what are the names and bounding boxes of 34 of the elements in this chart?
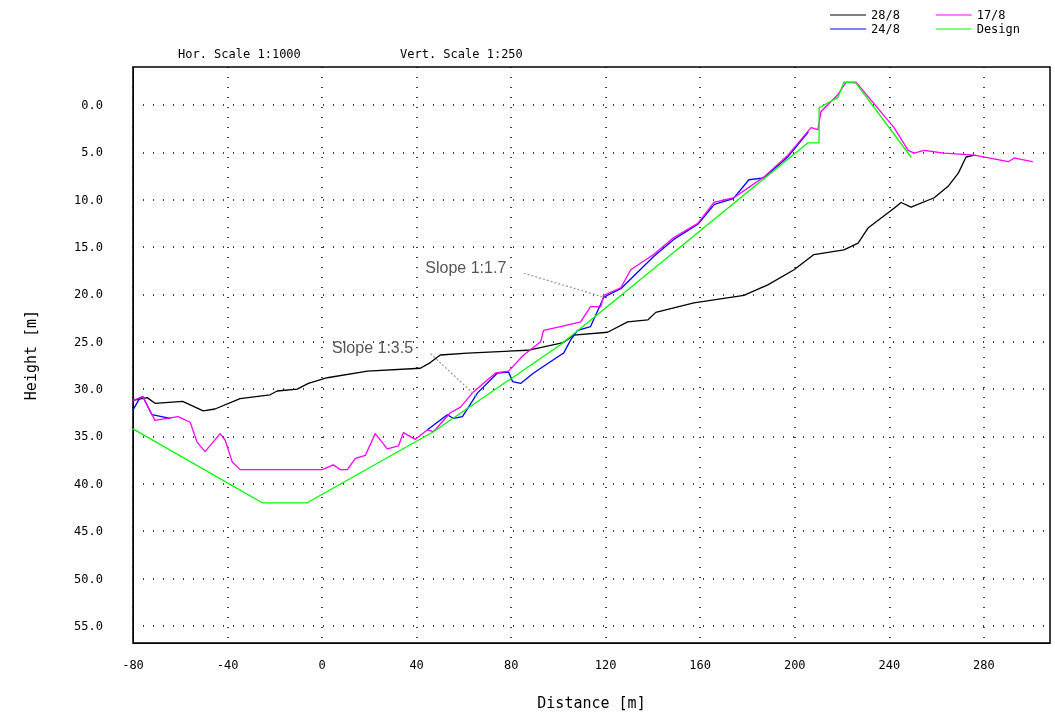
y-tick-label: 0.0 (81, 97, 103, 112)
x-tick-label: 40 (409, 658, 424, 672)
legend-label: 28/8 (871, 8, 901, 22)
y-tick-label: 45.0 (74, 524, 103, 539)
legend-label: 24/8 (871, 22, 901, 36)
x-tick-label: 0 (318, 658, 326, 672)
legend-label: 17/8 (976, 8, 1006, 22)
x-tick-label: -80 (122, 658, 144, 672)
y-tick-label: 50.0 (74, 571, 103, 586)
x-tick-label: 160 (689, 658, 712, 672)
x-axis-title: Distance [m] (537, 693, 646, 712)
x-tick-label: 80 (503, 658, 519, 672)
line-series (132, 81, 912, 504)
y-tick-label: 30.0 (74, 382, 103, 397)
x-tick-label: 280 (972, 658, 995, 672)
legend-label: Design (976, 22, 1021, 36)
text: Vert. Scale 1:250 (400, 47, 523, 61)
line-series (132, 81, 1033, 471)
y-tick-label: 40.0 (74, 476, 103, 491)
text: Hor. Scale 1:1000 (178, 47, 301, 61)
annotation: Slope 1:3.5 (332, 339, 414, 357)
y-tick-label: 5.0 (81, 145, 103, 160)
annotation: Slope 1:1.7 (425, 258, 507, 276)
y-tick-label: 25.0 (74, 334, 103, 349)
x-tick-label: 120 (594, 658, 617, 672)
y-tick-label: 55.0 (74, 618, 103, 633)
y-tick-label: 35.0 (74, 429, 103, 444)
x-tick-label: 200 (783, 658, 806, 672)
x-tick-label: 240 (878, 658, 901, 672)
x-tick-label: -40 (216, 658, 239, 672)
y-tick-label: 10.0 (74, 192, 103, 207)
y-axis-title: Height [m] (21, 309, 40, 401)
y-tick-label: 20.0 (74, 287, 103, 302)
y-tick-label: 15.0 (74, 240, 103, 254)
